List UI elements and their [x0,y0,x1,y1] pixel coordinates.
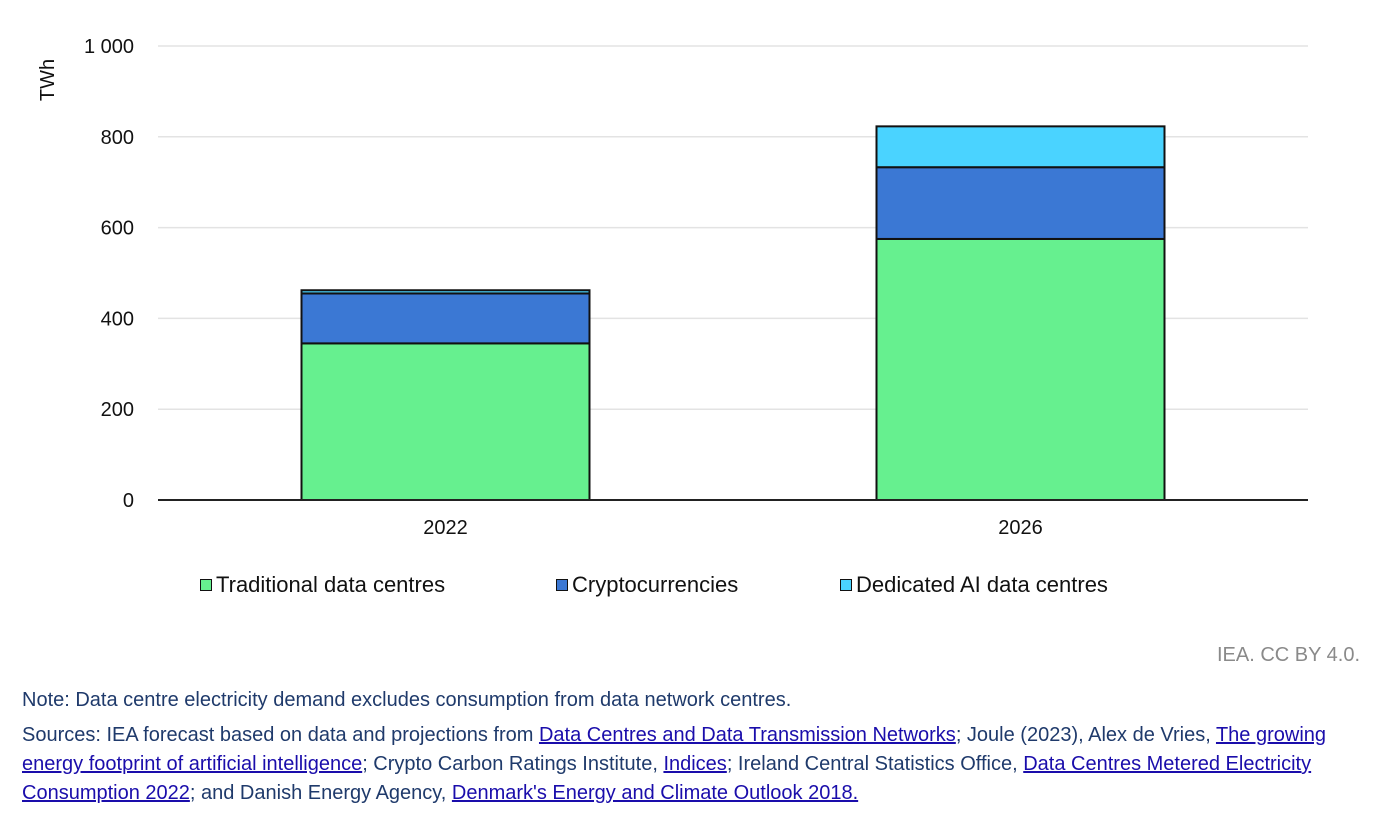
legend-swatch-crypto [556,579,568,591]
source-link-metered-consumption[interactable]: Data Centres Metered Electricity Consump… [22,753,1312,804]
source-link-denmark-outlook[interactable]: Denmark's Energy and Climate Outlook 201… [451,782,859,804]
sources-prefix: Sources: IEA forecast based on data and … [22,724,539,746]
legend-item-ai: Dedicated AI data centres [840,572,1108,598]
legend-label-crypto: Cryptocurrencies [572,572,739,597]
legend: Traditional data centres Cryptocurrencie… [0,572,1376,604]
bar-segment-traditional-data-centres [300,342,591,501]
bar-segment-dedicated-ai-data-centres [875,125,1166,169]
sources-text-2: ; Joule (2023), Alex de Vries, [955,724,1216,746]
y-tick-label: 0 [123,490,134,512]
sources-text: Sources: IEA forecast based on data and … [22,721,1352,808]
bar-segment-cryptocurrencies [875,166,1166,240]
notes-block: Note: Data centre electricity demand exc… [22,686,1352,808]
bar-segment-cryptocurrencies [300,292,591,345]
y-tick-label: 200 [101,399,134,421]
y-tick-label: 800 [101,127,134,149]
y-axis-label: TWh [37,59,59,101]
sources-text-5: ; and Danish Energy Agency, [189,782,452,804]
legend-item-crypto: Cryptocurrencies [556,572,738,598]
x-tick-label: 2022 [423,517,468,539]
legend-label-traditional: Traditional data centres [216,572,446,597]
credit-text: IEA. CC BY 4.0. [1216,644,1360,666]
legend-swatch-traditional [200,579,212,591]
y-tick-label: 600 [101,218,134,240]
y-tick-label: 1 000 [84,36,134,58]
sources-text-3: ; Crypto Carbon Ratings Institute, [362,753,664,775]
sources-text-4: ; Ireland Central Statistics Office, [726,753,1024,775]
legend-item-traditional: Traditional data centres [200,572,445,598]
note-text: Note: Data centre electricity demand exc… [22,689,792,711]
source-link-data-centres-networks[interactable]: Data Centres and Data Transmission Netwo… [538,724,956,746]
legend-label-ai: Dedicated AI data centres [856,572,1108,597]
legend-swatch-ai [840,579,852,591]
bar-segment-dedicated-ai-data-centres [300,289,591,295]
stacked-bar-chart: 0 200 400 600 800 1 000 2022 2026 TWh [37,36,1308,539]
source-link-indices[interactable]: Indices [663,753,727,775]
source-link-ai-energy-footprint[interactable]: The growing energy footprint of artifici… [22,724,1327,775]
x-tick-label: 2026 [998,517,1043,539]
bar-segment-traditional-data-centres [875,237,1166,501]
y-tick-label: 400 [101,308,134,330]
